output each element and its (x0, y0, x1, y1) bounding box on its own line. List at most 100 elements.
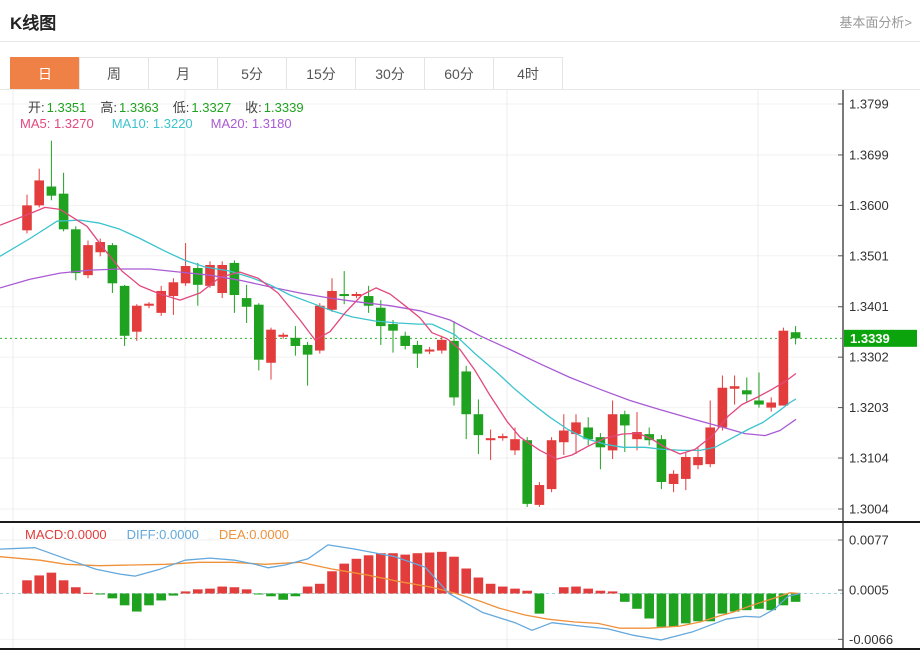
axis-tick-label: 0.0077 (849, 533, 889, 548)
candle (266, 329, 276, 363)
tab-30分[interactable]: 30分 (355, 57, 425, 89)
tab-月[interactable]: 月 (148, 57, 218, 89)
macd-bar (229, 587, 240, 594)
macd-bar (254, 593, 264, 595)
candle (144, 303, 154, 306)
candle (473, 414, 484, 436)
candle (119, 285, 130, 336)
macd-bar (656, 593, 667, 627)
macd-bar (729, 593, 740, 612)
candle (632, 432, 642, 440)
macd-bar (412, 553, 423, 594)
macd-bar (107, 593, 118, 599)
axis-tick-label: 1.3203 (849, 400, 889, 415)
chart-area: 1.3799 1.3699 1.3600 1.3501 1.3401 1.3302 1.32… (0, 90, 920, 656)
macd-bar (71, 587, 81, 594)
ohlc-legend: 开: 1.3351 高: 1.3363 低: 1.3327 收: 1.3339 (28, 97, 304, 116)
macd-legend: MACD:0.0000 DIFF:0.0000 DEA:0.0000 (25, 527, 289, 542)
macd-bar (168, 593, 179, 596)
candle (107, 245, 118, 284)
axis-tick-label: 1.3004 (849, 501, 889, 516)
macd-bar (241, 589, 252, 594)
candle (71, 229, 81, 274)
axis-tick-label: 1.3104 (849, 451, 889, 466)
macd-bar (766, 593, 776, 611)
candle (315, 305, 325, 351)
axis-tick-label: 1.3302 (849, 350, 889, 365)
high-item: 高: 1.3363 (100, 100, 159, 115)
tab-4时[interactable]: 4时 (493, 57, 563, 89)
macd-bar (754, 593, 764, 609)
macd-bar (607, 591, 618, 594)
candle (583, 427, 593, 440)
ma5-line (0, 206, 797, 460)
low-item: 低: 1.3327 (172, 100, 232, 115)
candle (217, 264, 227, 293)
last-price-text: 1.3339 (850, 331, 890, 346)
candle (351, 294, 362, 297)
fundamental-analysis-link[interactable]: 基本面分析> (839, 15, 912, 30)
candle (510, 439, 520, 451)
candle (424, 349, 435, 352)
macd-bar (473, 577, 484, 594)
macd-value-label: MACD:0.0000 (25, 527, 107, 542)
kline-chart: 1.3799 1.3699 1.3600 1.3501 1.3401 1.3302 1.32… (0, 90, 920, 650)
macd-bar (376, 553, 386, 594)
macd-bar (595, 590, 606, 594)
tab-60分[interactable]: 60分 (424, 57, 494, 89)
axis-tick-label: 0.0005 (849, 583, 889, 598)
axis-tick-label: 1.3699 (849, 147, 889, 162)
macd-bar (278, 593, 288, 600)
candle (693, 457, 703, 466)
candle (546, 440, 557, 490)
candle (95, 242, 105, 253)
candle (278, 334, 288, 337)
candle (388, 324, 398, 331)
period-tabs: 日周月 5分 15分 30分 60分 4时 (0, 57, 920, 90)
ma20-label: MA20: 1.3180 (210, 116, 292, 131)
ma-legend: MA5: 1.3270 MA10: 1.3220 MA20: 1.3180 (20, 116, 292, 131)
macd-bar (315, 583, 325, 594)
candle (168, 282, 179, 297)
candle (83, 245, 93, 276)
macd-bar (46, 572, 57, 594)
macd-bar (339, 563, 349, 594)
diff-line (0, 544, 801, 641)
macd-bar (290, 593, 301, 597)
macd-bar (559, 587, 569, 594)
macd-histogram (22, 551, 801, 627)
macd-bar (34, 575, 44, 594)
macd-bar (132, 593, 142, 612)
ma20-line (0, 268, 797, 437)
candle (400, 335, 410, 346)
tab-日[interactable]: 日 (10, 57, 80, 89)
widget-header: K线图 基本面分析> (0, 0, 920, 42)
macd-bar (156, 593, 166, 601)
candle (290, 337, 301, 346)
close-item: 收: 1.3339 (245, 100, 304, 115)
dea-value-label: DEA:0.0000 (218, 527, 290, 542)
open-item: 开: 1.3351 (28, 100, 87, 115)
gridlines (0, 90, 843, 649)
macd-bar (119, 593, 130, 606)
macd-bar (705, 593, 715, 622)
macd-bar (571, 586, 581, 594)
candle (449, 340, 459, 398)
candle (132, 305, 142, 332)
candle (461, 371, 471, 415)
ma5-label: MA5: 1.3270 (20, 116, 94, 131)
candle (681, 457, 691, 479)
macd-bar (461, 568, 471, 594)
candle (729, 386, 740, 389)
candle (22, 205, 32, 231)
y-axis-labels: 1.3799 1.3699 1.3600 1.3501 1.3401 1.3302 1.32… (838, 97, 893, 647)
macd-bar (180, 591, 191, 594)
macd-bar (302, 586, 313, 594)
page-title: K线图 (10, 14, 57, 33)
macd-bar (522, 590, 532, 594)
candle (327, 290, 337, 310)
tab-5分[interactable]: 5分 (217, 57, 287, 89)
tab-15分[interactable]: 15分 (286, 57, 356, 89)
macd-bar (534, 593, 545, 614)
tab-周[interactable]: 周 (79, 57, 149, 89)
